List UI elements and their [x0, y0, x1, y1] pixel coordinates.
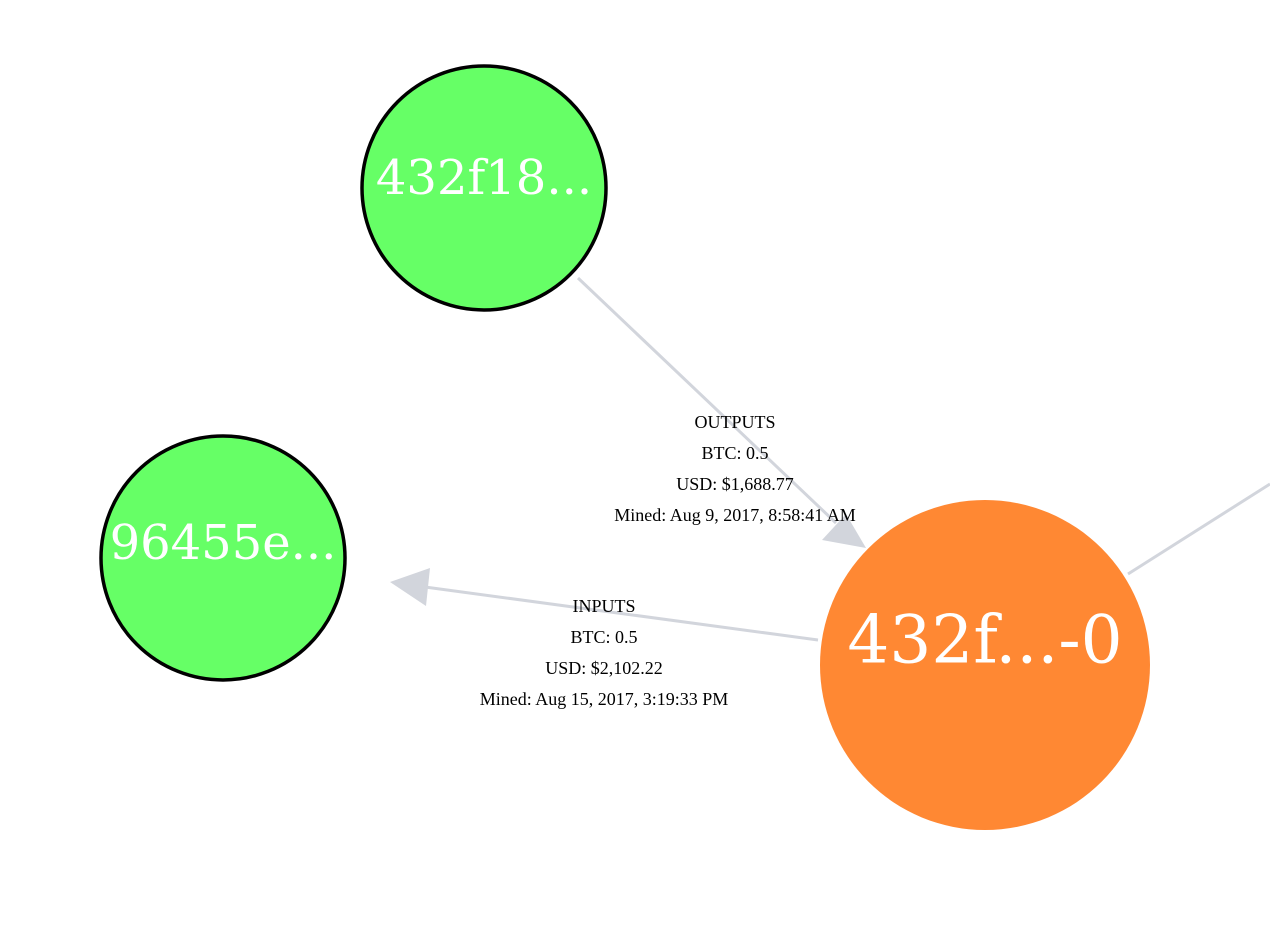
node-432f-0-circle[interactable]: [820, 500, 1150, 830]
edge-outputs-arrowhead: [822, 514, 866, 548]
edge-inputs-type: INPUTS: [572, 596, 635, 616]
node-432f18[interactable]: 432f18...: [360, 64, 608, 312]
node-96455e[interactable]: 96455e...: [99, 434, 347, 682]
edge-outputs-btc: BTC: 0.5: [701, 443, 768, 463]
edge-inputs-mined: Mined: Aug 15, 2017, 3:19:33 PM: [480, 689, 729, 709]
edge-outputs-usd: USD: $1,688.77: [676, 474, 794, 494]
edge-offscreen-right[interactable]: [1127, 482, 1270, 576]
node-96455e-label: 96455e...: [110, 515, 337, 571]
edge-inputs-usd: USD: $2,102.22: [545, 658, 663, 678]
edge-inputs-arrowhead: [390, 568, 430, 606]
edge-inputs-line[interactable]: [424, 585, 819, 642]
node-432f18-circle[interactable]: [360, 64, 608, 312]
edge-outputs-line[interactable]: [576, 276, 838, 525]
node-96455e-circle[interactable]: [99, 434, 347, 682]
edges-layer: [390, 276, 1270, 642]
node-432f-0[interactable]: 432f...-0: [820, 500, 1150, 830]
edge-inputs-label: INPUTS BTC: 0.5 USD: $2,102.22 Mined: Au…: [480, 596, 729, 709]
edge-outputs-type: OUTPUTS: [694, 412, 775, 432]
node-432f-0-label: 432f...-0: [847, 602, 1122, 679]
edge-inputs-btc: BTC: 0.5: [570, 627, 637, 647]
edge-outputs-mined: Mined: Aug 9, 2017, 8:58:41 AM: [614, 505, 856, 525]
edge-outputs[interactable]: [576, 276, 866, 548]
node-432f18-label: 432f18...: [376, 150, 592, 206]
edge-inputs[interactable]: [390, 568, 819, 642]
edge-outputs-label: OUTPUTS BTC: 0.5 USD: $1,688.77 Mined: A…: [614, 412, 856, 525]
